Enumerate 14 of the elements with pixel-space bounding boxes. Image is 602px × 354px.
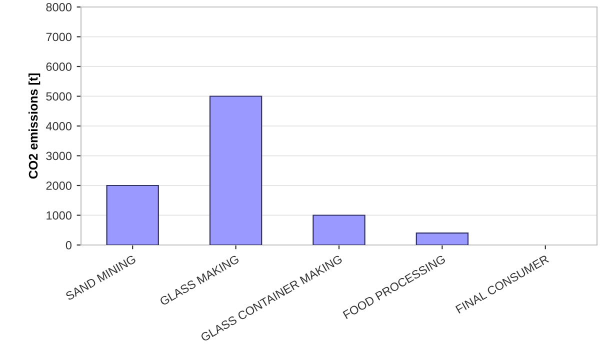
bar [209, 96, 262, 245]
bar [312, 214, 366, 245]
y-axis-title: CO2 emissions [t] [28, 74, 40, 179]
y-tick-label: 6000 [46, 62, 72, 71]
y-tick-label: 8000 [46, 3, 72, 12]
y-tick-label: 5000 [46, 92, 72, 101]
y-tick-label: 7000 [46, 32, 72, 42]
bar [106, 184, 159, 245]
y-tick-label: 1000 [46, 211, 72, 220]
y-tick-label: 4000 [46, 122, 72, 130]
bar [416, 232, 469, 245]
y-tick-label: 3000 [46, 152, 72, 160]
y-tick-label: 0 [66, 241, 72, 250]
y-tick-label: 2000 [46, 182, 72, 190]
